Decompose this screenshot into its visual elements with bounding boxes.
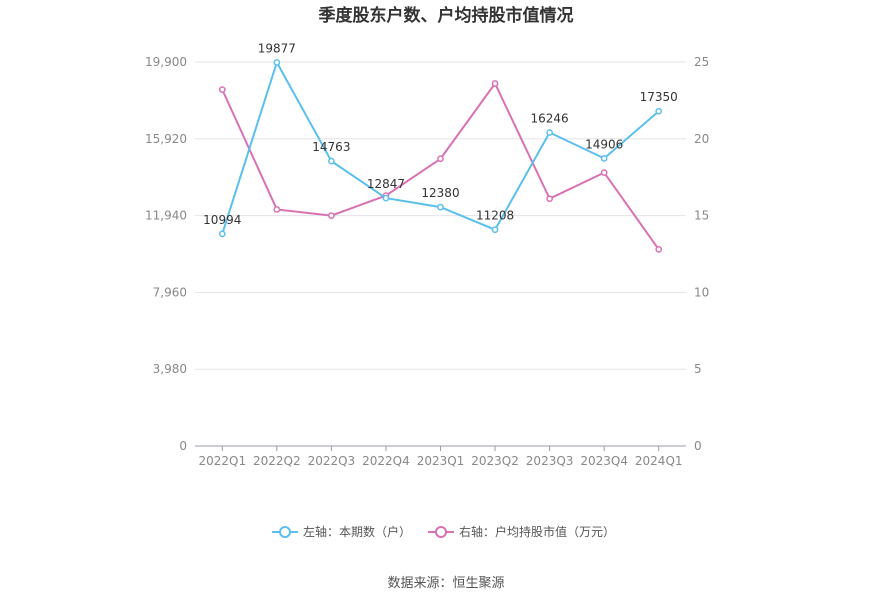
chart-title: 季度股东户数、户均持股市值情况: [319, 5, 574, 26]
data-point: [600, 155, 608, 162]
legend-item-avg-holding-value[interactable]: 右轴：户均持股市值（万元）: [428, 524, 615, 539]
x-tick-label: 2022Q1: [198, 454, 246, 468]
series-avg-holding-value: [218, 80, 663, 253]
data-point: [546, 195, 553, 203]
x-tick-label: 2022Q3: [308, 454, 356, 468]
y-left-tick-label: 19,900: [145, 55, 187, 69]
x-tick-label: 2022Q4: [362, 454, 410, 468]
x-tick-label: 2023Q2: [471, 454, 519, 468]
data-point: [655, 246, 663, 253]
data-point: [273, 59, 281, 66]
data-point: [546, 129, 553, 136]
data-point: [328, 157, 335, 165]
x-tick-label: 2023Q1: [417, 454, 465, 468]
y-right-tick-label: 20: [694, 132, 709, 146]
legend: 左轴：本期数（户） 右轴：户均持股市值（万元）: [272, 524, 615, 539]
x-tick-label: 2023Q3: [526, 454, 574, 468]
y-left-tick-label: 3,980: [153, 362, 187, 376]
y-left-tick-label: 0: [179, 439, 187, 453]
legend-label: 右轴：户均持股市值（万元）: [459, 524, 615, 539]
grid-lines: [195, 61, 686, 370]
x-tick-label: 2023Q4: [580, 454, 628, 468]
data-point: [218, 86, 226, 93]
data-source: 数据来源：恒生聚源: [387, 576, 504, 591]
x-tick-label: 2022Q2: [253, 454, 301, 468]
series-shareholder-count: 10994 19877 14763 12847 12380 11208 16246 14906…: [203, 41, 678, 238]
y-left-tick-label: 11,940: [145, 209, 187, 223]
data-label: 19877: [258, 41, 296, 55]
x-tick-label: 2024Q1: [635, 454, 683, 468]
legend-marker-icon: [279, 526, 291, 538]
data-label: 14763: [312, 140, 350, 154]
series-layer: 10994 19877 14763 12847 12380 11208 16246 14906…: [203, 41, 678, 253]
data-point: [382, 194, 390, 202]
data-point: [328, 212, 335, 219]
y-right-tick-label: 5: [694, 362, 702, 376]
data-label: 12847: [367, 177, 405, 191]
series-line: [221, 81, 660, 250]
data-point: [655, 107, 663, 115]
axes: 0 3,980 7,960 11,940 15,920 19,900 0 5 10 15 20 25 2…: [145, 55, 709, 468]
data-label: 11208: [476, 209, 514, 223]
data-point: [491, 226, 499, 234]
y-right-tick-label: 15: [694, 209, 709, 223]
y-right-tick-label: 10: [694, 285, 709, 299]
y-left-tick-label: 15,920: [145, 132, 187, 146]
data-point: [491, 80, 499, 87]
legend-item-shareholder-count[interactable]: 左轴：本期数（户）: [272, 524, 411, 539]
data-point: [437, 203, 444, 211]
data-label: 14906: [585, 137, 623, 151]
data-point: [437, 155, 444, 163]
legend-label: 左轴：本期数（户）: [303, 524, 411, 539]
data-label: 16246: [531, 112, 569, 126]
data-label: 17350: [640, 90, 678, 104]
y-left-tick-label: 7,960: [153, 285, 187, 299]
data-label: 10994: [203, 213, 241, 227]
data-point: [273, 206, 281, 213]
data-point: [600, 169, 608, 176]
legend-marker-icon: [435, 526, 447, 538]
data-point: [218, 230, 226, 238]
data-label: 12380: [421, 186, 459, 200]
y-right-tick-label: 0: [694, 439, 702, 453]
y-right-tick-label: 25: [694, 55, 709, 69]
